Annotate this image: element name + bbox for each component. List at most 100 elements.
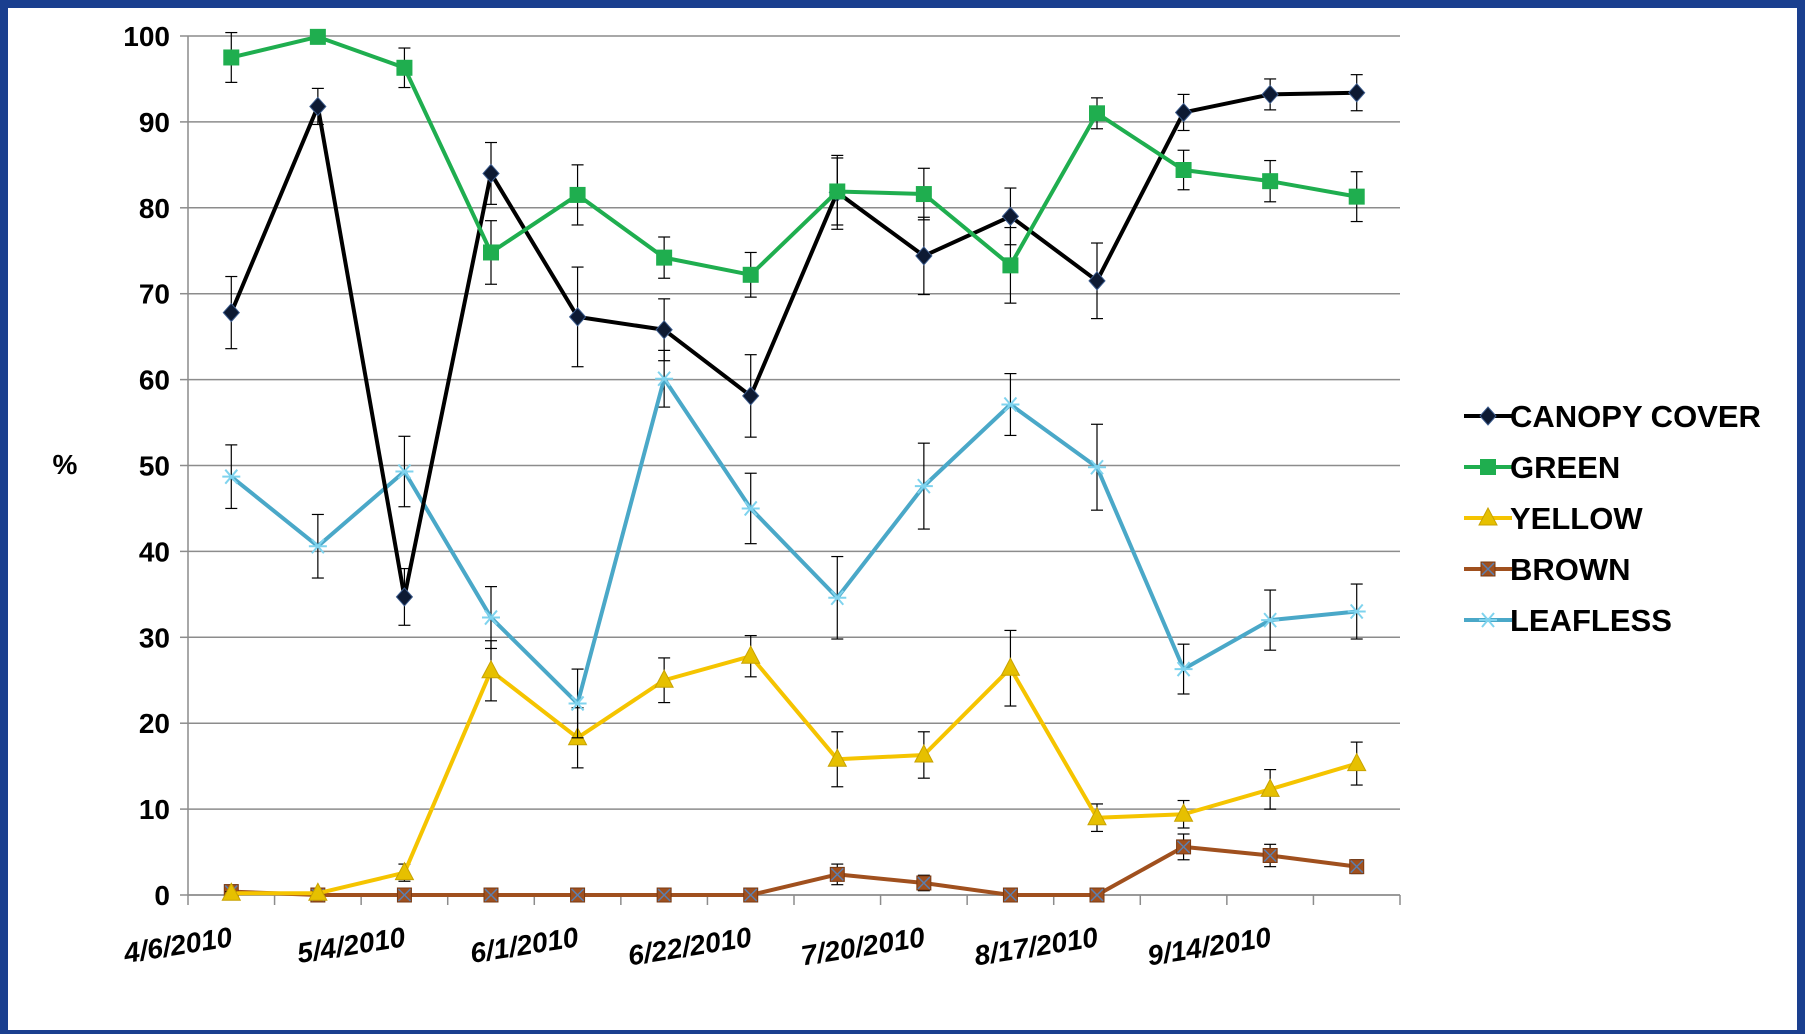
data-point — [740, 645, 761, 664]
data-point — [654, 669, 674, 688]
marker-cross — [1003, 888, 1017, 902]
data-point — [1001, 206, 1020, 227]
data-point — [395, 587, 414, 607]
marker-shape — [1346, 752, 1367, 772]
chart-frame: 0 10 20 30 40 50 60 70 80 90 100% 4/6/2010 5/4/2010 6… — [8, 8, 1797, 1030]
marker-shape — [223, 49, 240, 66]
marker-shape — [1175, 162, 1192, 179]
marker-shape — [309, 96, 327, 117]
data-point — [1173, 803, 1194, 822]
y-tick-label: 50 — [139, 451, 170, 482]
marker-cross — [1177, 840, 1191, 854]
series-line — [230, 34, 1358, 277]
data-point — [568, 307, 587, 327]
data-point — [396, 887, 412, 903]
data-point — [656, 887, 672, 903]
data-point — [394, 861, 415, 881]
marker-shape — [222, 469, 241, 485]
marker-cross — [744, 888, 758, 902]
marker-shape — [654, 669, 674, 688]
marker-shape — [1001, 396, 1020, 413]
marker-shape — [483, 244, 499, 261]
data-point — [221, 882, 242, 901]
data-point — [396, 59, 413, 76]
data-point — [1088, 271, 1106, 291]
data-point — [1262, 847, 1278, 863]
marker-shape — [1347, 603, 1366, 620]
marker-shape — [1479, 612, 1497, 628]
marker-shape — [656, 249, 673, 266]
marker-shape — [482, 163, 500, 184]
marker-shape — [1261, 84, 1279, 105]
marker-shape — [1001, 206, 1020, 227]
data-point — [743, 887, 759, 903]
marker-shape — [1174, 661, 1193, 677]
data-point — [1001, 396, 1020, 413]
marker-shape — [915, 186, 932, 203]
data-point — [1346, 752, 1367, 772]
marker-shape — [827, 748, 848, 767]
data-point — [827, 748, 848, 767]
data-point — [1261, 612, 1280, 628]
marker-shape — [655, 320, 673, 340]
data-point — [1089, 105, 1105, 122]
legend-marker — [1479, 612, 1497, 628]
data-point — [1260, 778, 1280, 797]
data-point — [222, 469, 241, 485]
marker-shape — [1173, 803, 1194, 822]
marker-shape — [1262, 173, 1279, 190]
marker-shape — [1002, 257, 1019, 274]
marker-cross — [917, 876, 931, 890]
series-yellow — [221, 629, 1367, 901]
data-point — [483, 887, 499, 903]
y-tick-label: 60 — [139, 365, 170, 396]
marker-shape — [828, 590, 847, 606]
legend-item-canopy-cover: CANOPY COVER — [1464, 399, 1761, 434]
data-point — [309, 28, 326, 45]
data-point — [915, 246, 933, 266]
series-line — [229, 90, 1357, 599]
y-tick-label: 10 — [139, 794, 170, 825]
data-point — [914, 743, 934, 763]
marker-shape — [482, 609, 500, 626]
marker-shape — [1479, 406, 1497, 426]
x-tick-label: 6/22/2010 — [626, 921, 754, 971]
marker-shape — [1260, 778, 1280, 797]
data-point — [308, 882, 328, 901]
data-point — [741, 500, 760, 517]
series-line — [230, 376, 1357, 706]
marker-shape — [914, 478, 933, 494]
marker-shape — [222, 302, 240, 323]
marker-cross — [657, 888, 671, 902]
series-line — [231, 844, 1357, 897]
data-point — [1349, 859, 1365, 875]
marker-shape — [1174, 102, 1193, 123]
marker-shape — [569, 186, 586, 203]
legend-label: YELLOW — [1510, 501, 1643, 536]
data-point — [569, 186, 586, 203]
data-point — [1176, 839, 1192, 855]
data-point — [568, 695, 587, 712]
data-point — [916, 875, 932, 891]
marker-shape — [1089, 105, 1105, 122]
marker-shape — [1088, 459, 1106, 475]
data-point — [1348, 188, 1365, 205]
data-point — [1261, 84, 1279, 105]
legend-marker — [1479, 406, 1497, 426]
series-leafless — [222, 349, 1366, 739]
data-point — [1175, 162, 1192, 179]
x-tick-label: 6/1/2010 — [468, 921, 581, 969]
legend-marker — [1480, 561, 1496, 577]
marker-shape — [1087, 806, 1107, 826]
marker-shape — [1261, 612, 1280, 628]
marker-shape — [742, 386, 760, 406]
marker-shape — [829, 183, 846, 200]
data-point — [914, 478, 933, 494]
data-point — [1002, 257, 1019, 274]
marker-cross — [1090, 888, 1104, 902]
data-point — [655, 320, 673, 340]
marker-shape — [568, 307, 587, 327]
y-tick-label: 90 — [139, 107, 170, 138]
marker-shape — [481, 659, 501, 679]
data-point — [1087, 806, 1107, 826]
